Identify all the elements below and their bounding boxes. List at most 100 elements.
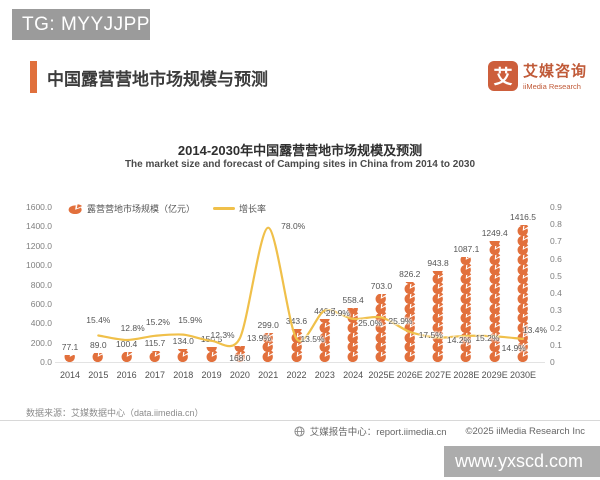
right-axis-tick: 0.6 (550, 253, 562, 264)
pictograph-bar (120, 352, 134, 362)
legend-item-growth-rate: 增长率 (213, 202, 266, 215)
x-axis-label: 2028E (453, 370, 480, 380)
x-axis-label: 2025E (368, 370, 395, 380)
camp-pictograph-icon (432, 270, 444, 275)
camp-pictograph-icon (517, 224, 529, 227)
bar-value-label: 168.0 (229, 352, 251, 363)
growth-line-swatch (213, 207, 236, 210)
footer-divider (0, 420, 600, 421)
growth-rate-label: 14.2% (447, 334, 472, 345)
growth-rate-label: 15.2% (145, 316, 170, 327)
camp-pictograph-icon (404, 281, 415, 285)
legend-label: 增长率 (239, 204, 267, 214)
logo-name-cn: 艾媒咨询 (522, 63, 587, 80)
right-axis-tick: 0.8 (550, 219, 562, 230)
growth-rate-label: 15.9% (178, 314, 203, 325)
camp-pictograph-icon (121, 352, 132, 362)
x-axis-label: 2021 (258, 370, 279, 380)
x-axis-label: 2020 (229, 370, 250, 380)
copyright-text: ©2025 iiMedia Research Inc (465, 425, 585, 437)
x-axis-label: 2015 (88, 370, 109, 380)
camp-pictograph-icon (375, 293, 387, 304)
report-header: 中国露营营地市场规模与预测 艾 艾媒咨询 iiMedia Research (0, 58, 600, 98)
legend-item-market-size: 露营营地市场规模（亿元） (68, 202, 195, 215)
camp-pictograph-icon (68, 203, 83, 214)
growth-rate-label: 15.4% (86, 315, 111, 326)
data-source-note: 数据来源：艾媒数据中心（data.iimedia.cn） (26, 408, 204, 418)
growth-rate-label: 13.5% (300, 333, 325, 344)
growth-rate-label: 12.3% (210, 329, 235, 340)
camp-pictograph-icon (206, 347, 217, 353)
camp-pictograph-icon (92, 353, 104, 362)
iimedia-logo-icon: 艾 (487, 60, 518, 91)
growth-rate-label: 13.4% (522, 324, 548, 335)
chart-legend: 露营营地市场规模（亿元） 增长率 (68, 202, 266, 215)
x-axis-label: 2027E (425, 370, 452, 380)
right-axis-tick: 0.2 (550, 322, 562, 333)
growth-rate-label: 78.0% (281, 220, 306, 231)
left-axis-tick: 0.0 (40, 357, 52, 367)
left-axis-tick: 600.0 (30, 298, 52, 309)
x-axis-label: 2029E (481, 370, 508, 380)
x-axis-label: 2018 (173, 370, 194, 380)
page-title: 中国露营营地市场规模与预测 (47, 70, 268, 89)
pictograph-bar (63, 354, 77, 362)
left-axis-tick: 800.0 (30, 279, 52, 290)
growth-rate-label: 13.9% (246, 333, 271, 344)
iimedia-logo: 艾 艾媒咨询 iiMedia Research (487, 60, 587, 91)
camp-pictograph-icon (177, 349, 189, 353)
chart-title: 2014-2030年中国露营营地市场规模及预测 (177, 143, 423, 158)
x-axis-label: 2019 (201, 370, 222, 380)
growth-rate-label: 14.9% (501, 343, 526, 354)
x-axis-label: 2016 (116, 370, 137, 380)
growth-rate-label: 12.8% (120, 322, 145, 333)
left-axis-tick: 400.0 (30, 318, 52, 329)
legend-label: 露营营地市场规模（亿元） (87, 204, 196, 214)
growth-rate-label: 25.0% (358, 317, 383, 328)
camp-pictograph-icon (517, 224, 529, 237)
growth-rate-label: 29.9% (325, 307, 350, 318)
pictograph-bar (431, 270, 445, 362)
right-axis-tick: 0.5 (550, 270, 562, 281)
bar-value-label: 558.4 (342, 294, 364, 305)
x-axis-label: 2023 (314, 370, 335, 380)
left-axis-tick: 200.0 (30, 337, 52, 348)
bar-value-label: 703.0 (370, 280, 393, 291)
camp-pictograph-icon (460, 256, 472, 266)
x-axis-label: 2017 (144, 370, 165, 380)
right-axis-tick: 0.7 (550, 236, 562, 247)
x-axis-label: 2022 (286, 370, 307, 380)
x-axis-line (55, 362, 545, 363)
left-axis-tick: 1400.0 (26, 221, 52, 232)
pictograph-bar (516, 224, 530, 362)
right-axis-tick: 0.4 (550, 288, 562, 299)
camp-pictograph-icon (489, 240, 500, 246)
camp-pictograph-icon (149, 350, 161, 362)
bar-value-label: 826.2 (399, 268, 421, 279)
camp-pictograph-icon (234, 345, 246, 353)
iimedia-logo-text: 艾媒咨询 iiMedia Research (523, 60, 587, 91)
bar-value-label: 77.1 (61, 341, 79, 352)
pictograph-bar (459, 256, 473, 362)
title-accent-bar (30, 61, 37, 93)
camp-pictograph-icon (149, 350, 161, 353)
footer-right: 艾媒报告中心：report.iimedia.cn ©2025 iiMedia R… (294, 424, 585, 438)
left-axis-tick: 1200.0 (26, 240, 52, 251)
pictograph-bar (176, 349, 190, 362)
right-axis-tick: 0.1 (550, 339, 562, 350)
report-center-link[interactable]: 艾媒报告中心：report.iimedia.cn (309, 427, 447, 438)
watermark: www.yxscd.com (444, 446, 600, 477)
camp-pictograph-icon (319, 318, 331, 324)
pictograph-bar (91, 353, 105, 362)
logo-name-en: iiMedia Research (522, 82, 581, 91)
bar-value-label: 1249.4 (481, 227, 508, 238)
left-axis-tick: 1000.0 (26, 260, 52, 271)
bar-value-label: 343.6 (285, 315, 308, 326)
x-axis-label: 2024 (343, 370, 364, 380)
growth-rate-label: 15.2% (475, 332, 500, 343)
pictograph-bar (148, 350, 162, 362)
right-axis-tick: 0 (550, 357, 555, 367)
x-axis-label: 2026E (396, 370, 423, 380)
x-axis-label: 2030E (509, 370, 537, 380)
